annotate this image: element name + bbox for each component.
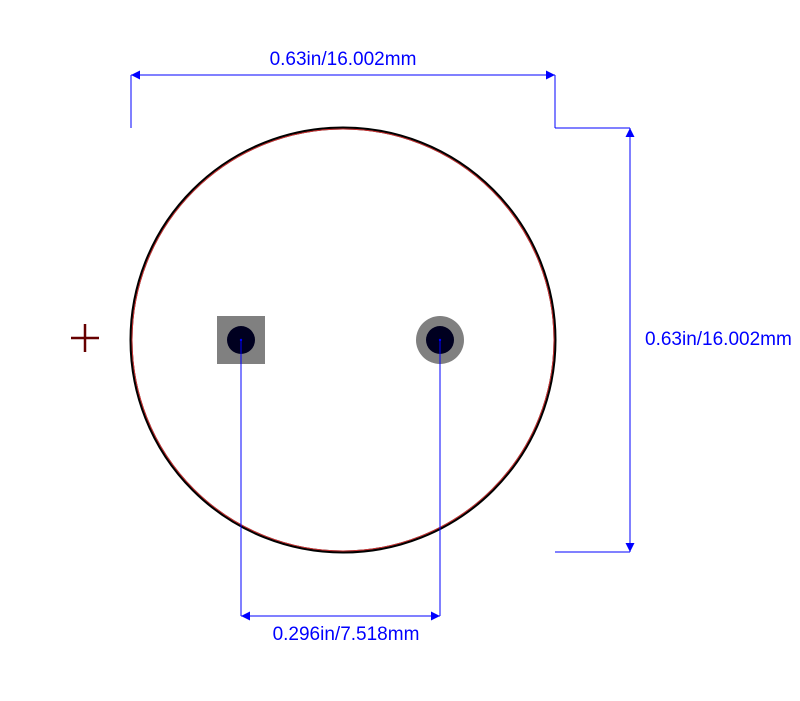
dim-top-label: 0.63in/16.002mm: [270, 49, 417, 70]
dim-right-label: 0.63in/16.002mm: [645, 329, 792, 350]
outline-circle-red: [132, 129, 554, 551]
outline-circle-black: [131, 128, 555, 552]
dim-bot-label: 0.296in/7.518mm: [273, 624, 420, 645]
